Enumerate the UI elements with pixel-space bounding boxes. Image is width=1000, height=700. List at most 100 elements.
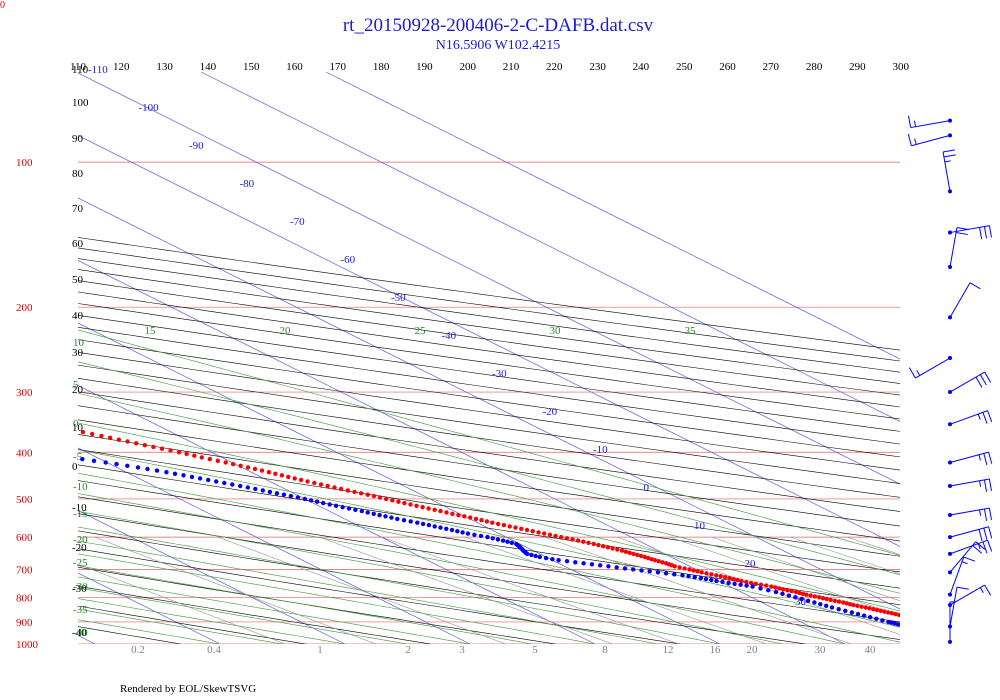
dewpoint-point bbox=[238, 483, 243, 489]
temperature-point bbox=[985, 631, 989, 635]
temperature-point bbox=[855, 603, 860, 608]
dry-adiabat-line bbox=[78, 291, 900, 408]
temperature-point bbox=[4, 414, 8, 418]
wind-barb-half bbox=[944, 160, 951, 163]
dewpoint-point bbox=[56, 454, 60, 458]
temperature-point bbox=[744, 579, 749, 585]
moist-adiabat-line bbox=[78, 449, 900, 628]
temperature-point bbox=[62, 426, 66, 430]
temperature-point bbox=[739, 578, 744, 584]
dewpoint-point bbox=[829, 605, 835, 610]
dewpoint-point bbox=[245, 485, 250, 490]
isotherm-line bbox=[200, 72, 900, 422]
temperature-point bbox=[804, 592, 809, 597]
dewpoint-point bbox=[135, 465, 141, 470]
dewpoint-point bbox=[438, 525, 443, 530]
temperature-point bbox=[889, 611, 894, 616]
mixing-ratio-label: 16 bbox=[710, 644, 722, 656]
dewpoint-point bbox=[346, 506, 352, 511]
wind-barb bbox=[907, 133, 952, 147]
dewpoint-point bbox=[365, 510, 370, 515]
dewpoint-point bbox=[308, 498, 314, 503]
dewpoint-point bbox=[505, 539, 510, 544]
dewpoint-point bbox=[314, 499, 320, 504]
dewpoint-point bbox=[937, 632, 941, 636]
dewpoint-point bbox=[805, 598, 811, 603]
temperature-point bbox=[43, 422, 47, 426]
dewpoint-point bbox=[340, 505, 345, 510]
temperature-point bbox=[142, 443, 147, 448]
dewpoint-point bbox=[861, 613, 867, 618]
isotherm-line bbox=[78, 135, 900, 547]
dewpoint-point bbox=[720, 579, 725, 585]
moist-adiabat-label: 30 bbox=[550, 325, 562, 337]
top-axis-label: 300 bbox=[892, 61, 909, 73]
dewpoint-point bbox=[738, 582, 743, 587]
temperature-point bbox=[993, 633, 997, 637]
temperature-point bbox=[230, 461, 236, 467]
wind-barb-half bbox=[913, 120, 917, 127]
dewpoint-point bbox=[189, 474, 195, 480]
wind-barb-flag bbox=[988, 225, 992, 238]
mixing-ratio-label: 2 bbox=[405, 644, 411, 656]
dewpoint-point bbox=[931, 630, 935, 634]
mixing-ratio-label: 5 bbox=[532, 644, 538, 656]
wind-barb-flag bbox=[983, 527, 988, 540]
dry-adiabat-label: 0 bbox=[72, 461, 78, 473]
mixing-ratio-line bbox=[711, 536, 900, 602]
wind-barb bbox=[948, 227, 969, 269]
temperature-point bbox=[259, 468, 265, 473]
dry-adiabat-line bbox=[78, 326, 900, 445]
temperature-point bbox=[396, 499, 401, 504]
temperature-point bbox=[530, 529, 535, 534]
dewpoint-point bbox=[172, 471, 178, 476]
temperature-point bbox=[199, 455, 204, 460]
isotherm-label: 0 bbox=[644, 482, 650, 494]
moist-adiabat-label: 25 bbox=[415, 325, 427, 337]
dewpoint-point bbox=[455, 529, 460, 534]
wind-barb-staff bbox=[949, 541, 977, 573]
wind-barb-base bbox=[948, 592, 952, 597]
temperature-point bbox=[982, 630, 986, 634]
wind-barb bbox=[948, 451, 993, 466]
top-axis-label: 280 bbox=[806, 61, 823, 73]
wind-barb-flag bbox=[972, 545, 983, 554]
temperature-point bbox=[966, 627, 970, 631]
chart-title: rt_20150928-200406-2-C-DAFB.dat.csv bbox=[343, 15, 654, 36]
temperature-point bbox=[635, 552, 640, 558]
wind-barb-flag bbox=[987, 540, 993, 552]
temperature-point bbox=[14, 416, 18, 420]
wind-barb-half bbox=[977, 413, 981, 420]
wind-barb-base bbox=[948, 315, 952, 320]
temperature-point bbox=[292, 476, 297, 481]
dewpoint-point bbox=[962, 638, 966, 642]
temperature-point bbox=[468, 515, 473, 520]
dewpoint-point bbox=[556, 558, 561, 563]
temperature-point bbox=[789, 588, 794, 594]
wind-barb-flag bbox=[975, 541, 986, 550]
dry-adiabat-label: 80 bbox=[72, 168, 84, 180]
temperature-point bbox=[484, 519, 490, 524]
temperature-point bbox=[989, 632, 993, 636]
temperature-point bbox=[490, 520, 495, 525]
top-axis-label: 190 bbox=[416, 61, 433, 73]
wind-barb-staff bbox=[949, 451, 989, 463]
temperature-point bbox=[358, 491, 364, 496]
temperature-point bbox=[564, 536, 570, 541]
dewpoint-point bbox=[942, 633, 946, 637]
temperature-point bbox=[800, 591, 806, 596]
mixing-ratio-label: 0.4 bbox=[207, 644, 221, 656]
dewpoint-point bbox=[824, 603, 829, 608]
footer-text: Rendered by EOL/SkewTSVG bbox=[120, 683, 257, 695]
top-axis-label: 220 bbox=[546, 61, 563, 73]
mixing-ratio-label: 1 bbox=[317, 644, 323, 656]
isotherm-line bbox=[78, 572, 221, 644]
temperature-point bbox=[495, 521, 501, 527]
dewpoint-point bbox=[253, 486, 258, 492]
dewpoint-point bbox=[786, 593, 792, 598]
dewpoint-point bbox=[550, 557, 555, 562]
wind-barb-staff bbox=[942, 151, 951, 192]
temperature-point bbox=[904, 614, 908, 618]
wind-barb-flag bbox=[988, 508, 992, 521]
temperature-point bbox=[462, 514, 467, 519]
